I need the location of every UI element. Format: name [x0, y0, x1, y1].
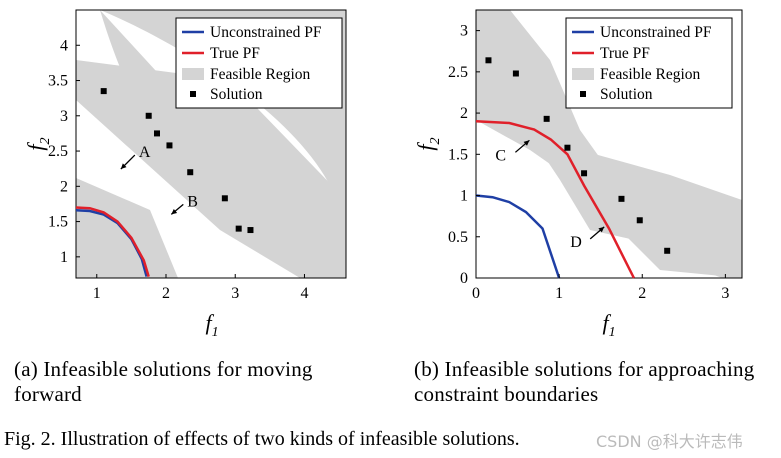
annotation-arrowhead: [120, 163, 127, 170]
x-tick-label: 3: [721, 285, 729, 302]
y-tick-label: 3: [460, 23, 468, 40]
solution-point: [247, 227, 254, 234]
chart-a: 1 2 3 411.522.533.54 AB f1 f2 Unconstrained…: [23, 9, 347, 340]
x-tick-label: 2: [162, 285, 170, 302]
x-tick-label: 0: [472, 285, 480, 302]
annotation-label: B: [187, 193, 198, 210]
annotation-label: A: [139, 144, 151, 161]
legend-label: Feasible Region: [600, 66, 701, 83]
y-tick-label: 2: [460, 105, 468, 122]
legend-label: True PF: [210, 45, 260, 62]
true-pf-curve: [475, 120, 636, 279]
annotation-label: D: [570, 234, 582, 251]
y-axis-label-sub-b: 2: [428, 137, 443, 144]
legend-a: Unconstrained PF True PF Feasible Region So…: [175, 17, 343, 109]
legend-solution-swatch: [580, 91, 586, 97]
x-axis-label-sub-b: 1: [609, 325, 616, 340]
y-tick-label: 2.5: [448, 64, 468, 81]
solution-point: [543, 115, 550, 122]
y-axis-label-sub-a: 2: [38, 137, 53, 144]
solution-point: [485, 57, 492, 64]
chart-b: 0 1 2 300.511.522.53 CD f1 f2 Unconstrained…: [413, 9, 743, 340]
feasible-region-b: [476, 10, 742, 278]
figure-caption: Fig. 2. Illustration of effects of two k…: [4, 428, 520, 450]
legend-label: Feasible Region: [210, 66, 311, 83]
y-tick-label: 4: [60, 37, 68, 54]
axes-box-b: [475, 9, 743, 279]
annotation-arrowhead: [523, 140, 530, 146]
points-b: [485, 57, 671, 254]
ticks-a: 1 2 3 4 1 1.5 2 2.5 3 3.5 4: [48, 37, 308, 302]
legend-label: Unconstrained PF: [600, 24, 712, 41]
y-tick-label: 1: [60, 249, 68, 266]
x-axis-label-b: f1: [602, 310, 615, 340]
caption-b: (b) Infeasible solutions for approaching…: [414, 357, 755, 406]
solution-point: [618, 195, 625, 202]
curves-b: [475, 120, 636, 279]
x-tick-label: 1: [93, 285, 101, 302]
solution-point: [564, 144, 571, 151]
annotations-a: AB: [120, 144, 198, 215]
annotation-arrowhead: [598, 226, 605, 233]
solution-point: [664, 247, 671, 254]
caption-a: (a) Infeasible solutions for moving forw…: [14, 357, 313, 406]
y-tick-label: 1.5: [48, 214, 68, 231]
legend-solution-swatch: [190, 91, 196, 97]
x-tick-label: 2: [638, 285, 646, 302]
solution-point: [636, 217, 643, 224]
legend-b: Unconstrained PF True PF Feasible Region So…: [565, 17, 733, 109]
x-axis-label-a: f1: [205, 310, 218, 340]
watermark: CSDN @科大许志伟: [596, 432, 743, 451]
y-tick-label: 2.5: [48, 143, 68, 160]
x-tick-label: 3: [231, 285, 239, 302]
annotations-b: CD: [495, 139, 605, 251]
x-tick-label: 4: [300, 285, 308, 302]
solution-point: [145, 112, 152, 119]
y-tick-label: 2: [60, 178, 68, 195]
legend-label: True PF: [600, 45, 650, 62]
points-a: [100, 88, 254, 234]
y-tick-label: 1.5: [448, 146, 468, 163]
y-tick-label: 0.5: [448, 229, 468, 246]
curves-a: [75, 206, 150, 277]
solution-point: [221, 195, 228, 202]
axes-box-a: [75, 9, 347, 279]
legend-feasible-swatch: [182, 68, 204, 80]
y-tick-label: 3: [60, 108, 68, 125]
legend-label: Solution: [210, 86, 263, 103]
solution-point: [512, 70, 519, 77]
annotation-arrowhead: [171, 208, 178, 215]
annotation-label: C: [495, 147, 506, 164]
y-tick-label: 0: [460, 270, 468, 287]
solution-point: [581, 170, 588, 177]
ticks-b: 0 1 2 3 0 0.5 1 1.5 2 2.5 3: [448, 23, 729, 302]
legend-feasible-swatch: [572, 68, 594, 80]
legend-label: Unconstrained PF: [210, 24, 322, 41]
solution-point: [235, 225, 242, 232]
true-pf-curve: [75, 206, 150, 277]
solution-point: [166, 142, 173, 149]
x-tick-label: 1: [555, 285, 563, 302]
unconstrained-pf-curve: [475, 194, 561, 279]
solution-point: [187, 169, 194, 176]
x-axis-label-sub-a: 1: [212, 325, 219, 340]
legend-label: Solution: [600, 86, 653, 103]
y-tick-label: 3.5: [48, 73, 68, 90]
solution-point: [154, 130, 160, 137]
solution-point: [100, 88, 107, 95]
y-tick-label: 1: [460, 188, 468, 205]
y-axis-label-b: f2: [413, 137, 443, 150]
